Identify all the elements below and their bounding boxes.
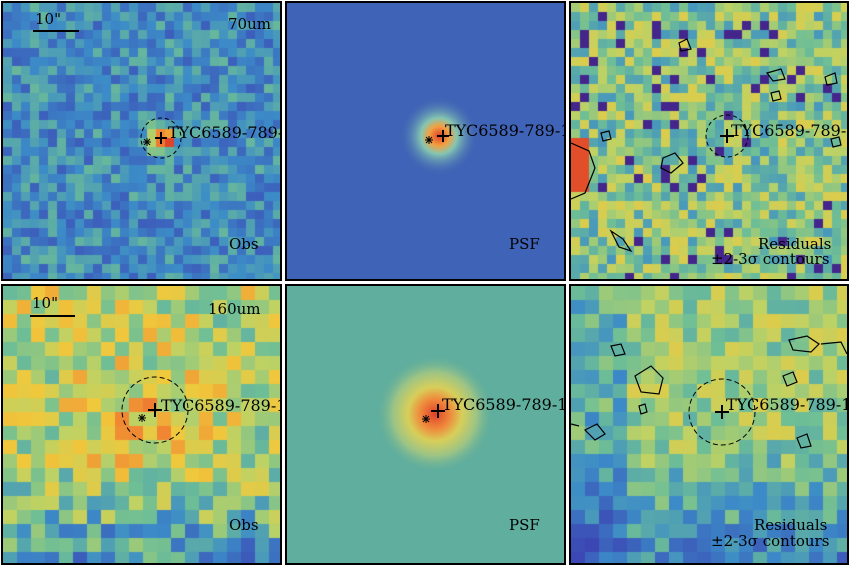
residual-label: Residuals <box>754 516 828 534</box>
centroid-cross <box>437 130 449 142</box>
obs-160um-panel: 10" 160um TYC6589-789-1 Obs <box>1 284 282 565</box>
target-label: TYC6589-789-1 <box>445 121 566 140</box>
psf-label: PSF <box>509 235 540 253</box>
residual-label: Residuals <box>758 235 832 253</box>
target-label: TYC6589-789-1 <box>726 395 849 414</box>
psf-70um-overlay <box>425 130 449 144</box>
target-label: TYC6589-789-1 <box>731 121 849 140</box>
target-label: TYC6589-789-1 <box>161 396 282 415</box>
obs-70um-panel: 10" 70um TYC6589-789-1 Obs <box>1 1 282 281</box>
scale-label: 10" <box>35 10 61 28</box>
centroid-cross <box>148 403 162 417</box>
scale-label: 10" <box>32 294 58 312</box>
residual-70um-contours <box>571 38 842 253</box>
psf-160um-panel: TYC6589-789-1 PSF <box>285 284 566 565</box>
residual-160um-panel: TYC6589-789-1 Residuals ±2-3σ contours <box>569 284 849 565</box>
band-label: 70um <box>228 15 271 33</box>
residual-160um-image <box>571 286 847 563</box>
target-label: TYC6589-789-1 <box>168 123 282 142</box>
obs-70um-overlay <box>33 30 182 159</box>
aperture-circle <box>688 378 756 446</box>
target-label: TYC6589-789-1 <box>442 395 566 414</box>
psf-label: PSF <box>509 516 540 534</box>
band-label: 160um <box>208 300 261 318</box>
residual-70um-panel: TYC6589-789-1 Residuals ±2-3σ contours <box>569 1 849 281</box>
psf-70um-image <box>287 3 564 279</box>
psf-70um-panel: TYC6589-789-1 PSF <box>285 1 566 281</box>
centroid-cross <box>431 404 445 418</box>
star-marker <box>138 414 146 422</box>
star-marker <box>425 136 433 144</box>
contour-label: ±2-3σ contours <box>711 250 830 268</box>
centroid-cross <box>720 129 734 143</box>
star-marker <box>143 138 151 146</box>
obs-label: Obs <box>229 235 259 253</box>
residual-160um-contours <box>571 335 847 449</box>
psf-160um-image <box>287 286 564 563</box>
star-marker <box>422 415 430 423</box>
obs-label: Obs <box>229 516 259 534</box>
obs-160um-image <box>3 286 280 563</box>
centroid-cross <box>715 405 729 419</box>
contour-label: ±2-3σ contours <box>711 532 830 550</box>
obs-160um-overlay <box>30 315 189 444</box>
centroid-cross <box>155 132 167 144</box>
aperture-circle <box>705 114 749 158</box>
aperture-circle <box>121 376 189 444</box>
residual-70um-image <box>571 3 847 279</box>
psf-160um-overlay <box>422 404 445 423</box>
aperture-circle <box>140 117 182 159</box>
